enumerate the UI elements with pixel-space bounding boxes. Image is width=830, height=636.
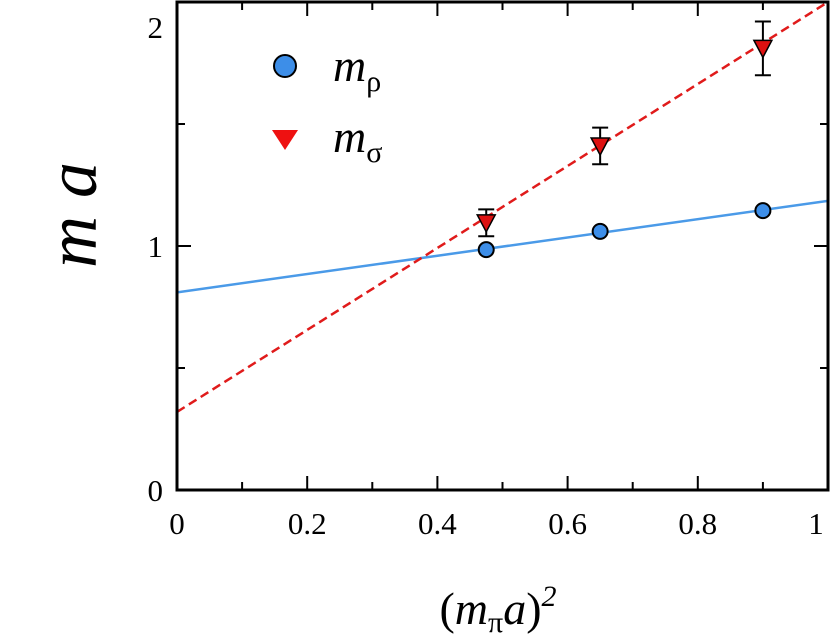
y-tick-label-0: 0 xyxy=(148,473,164,508)
fit-lines xyxy=(177,2,828,413)
x-tick-label-0: 0 xyxy=(169,506,185,541)
x-axis-label-m: m xyxy=(455,583,488,634)
y-axis-label: m a xyxy=(32,162,112,268)
data-point-sigma-0 xyxy=(475,214,497,234)
x-axis-label: (mπa)2 xyxy=(439,580,556,636)
data-point-rho-0 xyxy=(477,241,495,259)
fit-line-sigma xyxy=(177,2,828,413)
y-tick-label-2: 2 xyxy=(148,10,164,45)
data-point-sigma-2 xyxy=(752,39,774,59)
legend-marker-rho xyxy=(273,54,297,78)
axis-ticks xyxy=(176,1,829,491)
fit-line-rho xyxy=(177,199,828,294)
x-axis-label-a: a xyxy=(503,583,526,634)
legend-label-sigma: mσ xyxy=(333,111,382,169)
markers xyxy=(475,39,774,259)
x-tick-label-2: 0.4 xyxy=(418,506,457,541)
data-point-sigma-1 xyxy=(589,137,611,157)
legend-label-rho-m: m xyxy=(333,40,366,91)
error-bars xyxy=(478,20,771,238)
legend: mρ mσ xyxy=(272,40,382,169)
x-axis-label-sub: π xyxy=(488,606,503,636)
axis-tick-labels: 0 0.2 0.4 0.6 0.8 1 0 1 2 xyxy=(148,10,824,541)
x-tick-label-1: 0.2 xyxy=(288,506,327,541)
x-axis-label-open: ( xyxy=(439,583,454,634)
y-tick-label-1: 1 xyxy=(148,229,164,264)
legend-label-sigma-sub: σ xyxy=(366,136,382,169)
legend-label-sigma-m: m xyxy=(333,111,366,162)
legend-marker-sigma xyxy=(272,130,298,150)
legend-label-rho: mρ xyxy=(333,40,381,98)
x-tick-label-5: 1 xyxy=(808,506,824,541)
data-point-rho-2 xyxy=(754,202,772,220)
x-axis-label-close: ) xyxy=(526,583,541,634)
data-point-rho-1 xyxy=(591,222,609,240)
x-axis-label-sup: 2 xyxy=(542,580,557,613)
x-tick-label-4: 0.8 xyxy=(678,506,717,541)
legend-label-rho-sub: ρ xyxy=(366,65,381,98)
x-tick-label-3: 0.6 xyxy=(548,506,587,541)
